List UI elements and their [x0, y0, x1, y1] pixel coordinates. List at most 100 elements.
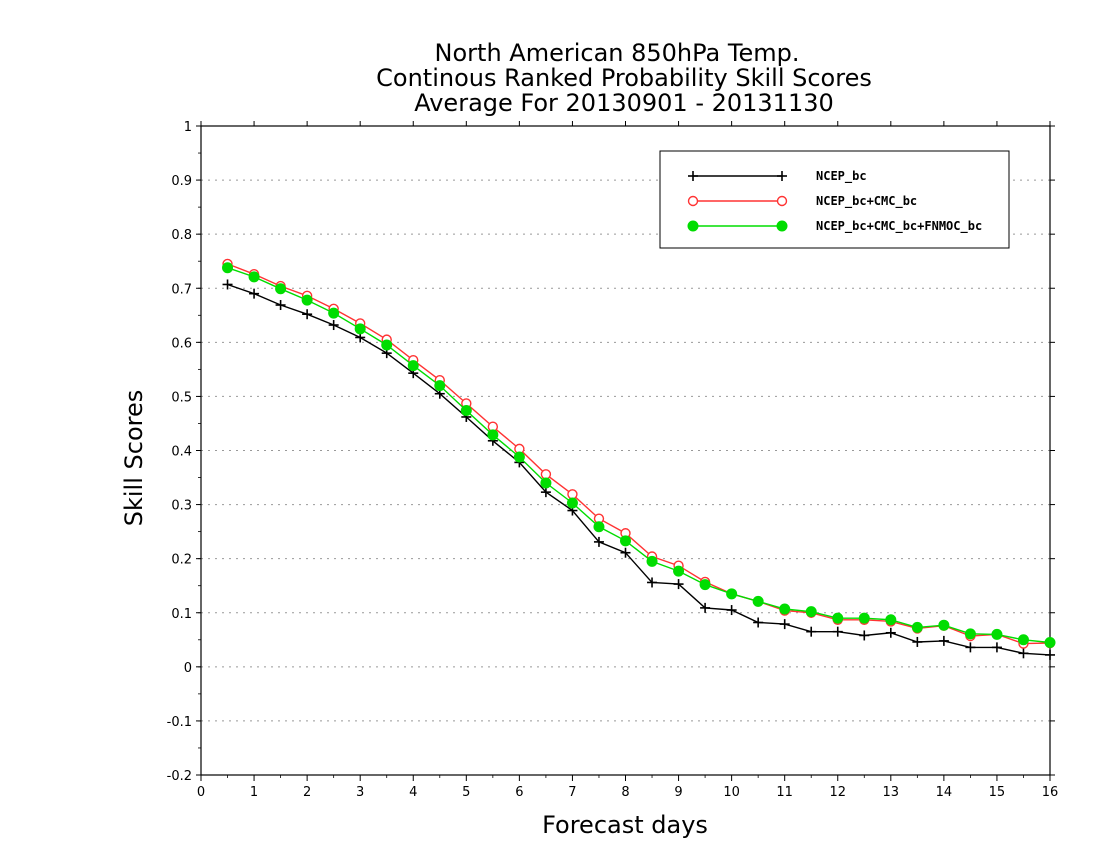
- series-2-point-12: [540, 477, 552, 489]
- series-2-point-0: [222, 262, 234, 274]
- x-tick-label-16: 16: [1042, 785, 1059, 800]
- series-2-point-5: [354, 323, 366, 335]
- series-0-point-0: [222, 279, 233, 290]
- series-2-point-13: [566, 497, 578, 509]
- series-0-point-22: [806, 626, 817, 637]
- legend-label-2: NCEP_bc+CMC_bc+FNMOC_bc: [816, 219, 982, 234]
- series-1-point-13: [567, 489, 578, 500]
- series-2-point-7: [407, 360, 419, 372]
- series-0-point-24: [859, 630, 870, 641]
- series-0-point-12: [540, 487, 551, 498]
- series-2-point-23: [832, 612, 844, 624]
- series-line-1: [227, 263, 1051, 645]
- series-2-point-4: [328, 307, 340, 319]
- x-tick-label-13: 13: [883, 785, 900, 800]
- series-0-point-26: [912, 636, 923, 647]
- series-1: [222, 258, 1056, 649]
- series-0-point-30: [1018, 648, 1029, 659]
- legend-marker-start-0: [688, 171, 698, 181]
- series-2-point-9: [460, 404, 472, 416]
- series-2-point-31: [1044, 636, 1056, 648]
- series-0-point-27: [938, 635, 949, 646]
- series-2-point-2: [275, 283, 287, 295]
- series-2-point-15: [620, 535, 631, 547]
- series-0-point-25: [885, 627, 896, 638]
- y-tick-label-8: 0.6: [171, 336, 192, 351]
- series-2-point-24: [858, 612, 870, 624]
- series-0: [222, 279, 1055, 660]
- series-2-point-30: [1017, 634, 1029, 646]
- series-2: [222, 262, 1056, 648]
- y-tick-label-11: 0.9: [171, 174, 192, 189]
- legend-label-0: NCEP_bc: [816, 169, 867, 184]
- series-0-point-14: [593, 536, 604, 547]
- y-axis-title: Skill Scores: [120, 390, 148, 527]
- x-tick-label-15: 15: [989, 785, 1006, 800]
- x-tick-label-8: 8: [621, 785, 629, 800]
- series-2-point-28: [964, 628, 976, 640]
- series-2-point-21: [779, 603, 791, 615]
- series-2-point-8: [434, 380, 446, 392]
- x-tick-label-12: 12: [829, 785, 846, 800]
- x-tick-label-9: 9: [674, 785, 682, 800]
- series-0-point-23: [832, 626, 843, 637]
- x-tick-label-6: 6: [515, 785, 523, 800]
- series-0-point-17: [673, 579, 684, 590]
- x-tick-label-5: 5: [462, 785, 470, 800]
- series-0-point-31: [1045, 649, 1055, 660]
- x-tick-label-3: 3: [356, 785, 364, 800]
- y-tick-label-12: 1: [184, 120, 192, 135]
- y-tick-label-6: 0.4: [171, 445, 192, 460]
- legend-label-1: NCEP_bc+CMC_bc: [816, 194, 917, 209]
- series-2-point-29: [991, 628, 1003, 640]
- series-2-point-25: [885, 614, 897, 626]
- chart-title: North American 850hPa Temp. Continous Ra…: [376, 39, 872, 117]
- y-tick-label-0: -0.2: [167, 769, 192, 784]
- legend-marker-start-2: [687, 220, 699, 232]
- y-tick-label-4: 0.2: [171, 553, 192, 568]
- series-0-point-2: [275, 300, 286, 311]
- y-axis: -0.2 -0.1 0 0.1 0.2 0.3 0.4 0.5 0.6 0.7 0.8 0.9 1: [167, 120, 1055, 784]
- series-2-point-10: [487, 429, 499, 441]
- series-0-point-19: [726, 605, 737, 616]
- series-2-point-1: [248, 271, 260, 283]
- series-2-point-14: [593, 521, 605, 533]
- x-tick-label-1: 1: [250, 785, 258, 800]
- series-2-point-22: [805, 606, 817, 618]
- x-tick-label-10: 10: [723, 785, 740, 800]
- series-2-point-17: [673, 565, 685, 577]
- y-tick-label-9: 0.7: [171, 282, 192, 297]
- series-line-2: [227, 267, 1051, 644]
- series-2-point-11: [513, 451, 525, 463]
- series-line-0: [227, 283, 1051, 656]
- series-0-point-1: [249, 288, 260, 299]
- series-0-point-18: [700, 602, 711, 613]
- title-line-3: Average For 20130901 - 20131130: [414, 89, 834, 117]
- series-0-point-20: [753, 617, 764, 628]
- y-tick-label-2: 0: [184, 661, 192, 676]
- x-tick-label-14: 14: [936, 785, 953, 800]
- series-2-point-27: [938, 619, 950, 631]
- legend-marker-end-0: [777, 171, 787, 181]
- legend-marker-end-1: [776, 195, 788, 207]
- x-tick-label-2: 2: [303, 785, 311, 800]
- series-0-point-3: [302, 309, 313, 320]
- x-axis: 0 1 2 3 4 5 6 7 8 9 10 11 12 13 14 15 16: [197, 121, 1058, 800]
- y-tick-label-5: 0.3: [171, 499, 192, 514]
- legend: NCEP_bc NCEP_bc+CMC_bc NCEP_bc+CMC_bc+FNMO…: [659, 150, 1010, 249]
- series-layer: [222, 258, 1056, 660]
- legend-box: [659, 150, 1010, 249]
- y-tick-label-1: -0.1: [167, 715, 192, 730]
- legend-marker-end-2: [776, 220, 788, 232]
- series-2-point-19: [726, 588, 738, 600]
- x-tick-label-7: 7: [568, 785, 576, 800]
- series-0-point-29: [991, 642, 1002, 653]
- x-tick-label-4: 4: [409, 785, 417, 800]
- x-tick-label-11: 11: [776, 785, 793, 800]
- series-1-point-12: [540, 469, 552, 480]
- y-tick-label-3: 0.1: [171, 607, 192, 622]
- series-2-point-6: [381, 339, 393, 351]
- gridlines: [201, 125, 1050, 722]
- series-2-point-20: [752, 595, 764, 607]
